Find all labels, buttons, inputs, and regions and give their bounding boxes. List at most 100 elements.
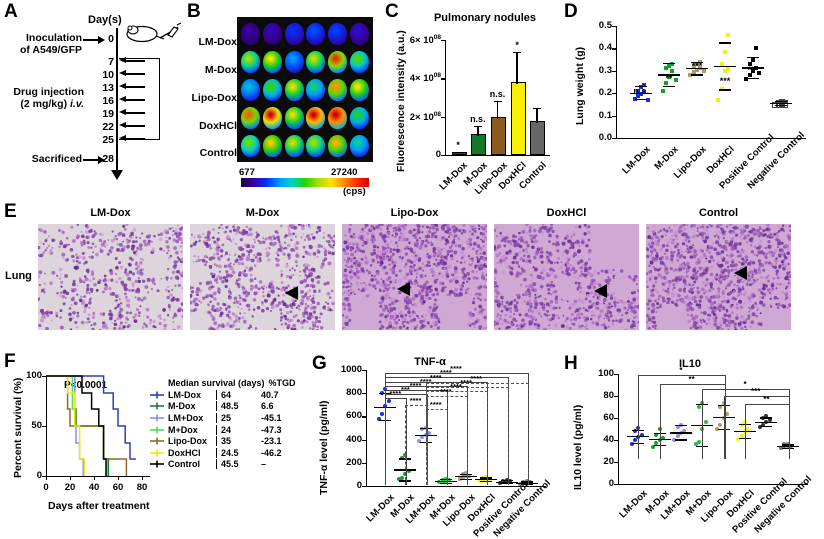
- inoculation-arrow-icon: [83, 36, 105, 44]
- panel-h-bracket-sig-2: *: [743, 380, 747, 390]
- panel-g-ytick-2: 400: [346, 433, 362, 445]
- panel-h-ytick-1: 20: [603, 456, 614, 467]
- panel-d-label: D: [564, 1, 578, 22]
- panel-d-point: [716, 97, 721, 102]
- timeline-axis: [116, 28, 118, 173]
- timeline-arrowhead-icon: [111, 170, 123, 180]
- panel-g-y-axis: [366, 370, 368, 486]
- panel-h-label: H: [564, 353, 578, 374]
- panel-e-header-2: Lipo-Dox: [390, 207, 439, 219]
- panel-h-bracket-sig-4: **: [763, 394, 770, 404]
- legend-median-3: 24: [216, 424, 255, 435]
- panel-h-point: [633, 438, 638, 442]
- panel-d-point: [726, 66, 731, 71]
- panel-d-sig-3: ***: [719, 76, 731, 87]
- legend-header-median: Median survival (days): [168, 378, 265, 388]
- panel-c-bar-0: [451, 151, 467, 155]
- panel-h-point: [636, 425, 641, 430]
- panel-d-point: [667, 75, 672, 80]
- panel-d-point: [698, 65, 703, 70]
- panel-h-plot-area: 0 20 40 60 80 100 * ** * *** **: [598, 366, 808, 489]
- legend-tgd-3: -47.3: [261, 424, 282, 435]
- panel-g-bracket-sig-6: ****: [389, 388, 402, 398]
- panel-g-point: [396, 477, 401, 482]
- panel-e-arrowhead-2: [397, 282, 410, 296]
- panel-c-bar-2: [491, 116, 506, 155]
- panel-c-bar-3: [510, 82, 526, 155]
- panel-h-point: [703, 420, 708, 425]
- panel-d-mean-3: [713, 65, 736, 68]
- panel-g-point: [400, 455, 405, 460]
- panel-c-pulmonary-nodules-chart: C Pulmonary nodules Fluorescence intensi…: [385, 0, 560, 200]
- panel-h-mean-7: [776, 446, 799, 448]
- panel-d-mean-1: [658, 74, 681, 76]
- panel-g-bracket-6: [385, 397, 408, 485]
- legend-tgd-4: -23.1: [261, 436, 282, 447]
- day-header: Day(s): [88, 14, 122, 26]
- panel-h-title: IL10: [678, 358, 701, 370]
- panel-d-point: [747, 72, 752, 77]
- panel-f-ytick-50: 50: [31, 420, 42, 431]
- panel-h-point: [632, 429, 637, 434]
- panel-d-point: [701, 68, 706, 73]
- panel-e-header-1: M-Dox: [245, 207, 280, 219]
- day-28: 28: [102, 153, 114, 165]
- panel-h-point: [696, 405, 701, 409]
- panel-c-sig-1: n.s.: [470, 114, 486, 125]
- panel-g-point: [467, 473, 472, 478]
- panel-d-point: [722, 50, 727, 55]
- panel-h-point: [672, 438, 677, 442]
- colorbar-max-value: 27240: [331, 167, 358, 178]
- panel-f-xlabel: Days after treatment: [48, 500, 150, 512]
- panel-g-mean-7: [515, 482, 538, 484]
- panel-d-point: [642, 82, 647, 87]
- panel-g-point: [376, 417, 381, 422]
- panel-h-point: [736, 436, 741, 441]
- panel-f-xtick-60: 60: [112, 482, 124, 493]
- day-13: 13: [102, 82, 114, 94]
- legend-swatch-0: [150, 391, 164, 399]
- inoculation-label: Inoculation of A549/GFP: [19, 32, 82, 56]
- panel-d-sig-4: ***: [747, 64, 759, 75]
- panel-d-point: [750, 68, 755, 73]
- panel-d-point: [660, 89, 665, 94]
- panel-h-ytick-5: 100: [598, 368, 614, 379]
- panel-f-survival-curve: F P<0.0001 Percent survival (%) Days aft…: [0, 350, 310, 536]
- panel-h-il10-chart: H IL10 IL10 level (pg/ml) 0 20 40 60 80 100 * *…: [560, 350, 824, 536]
- panel-e-image-4: [646, 224, 791, 330]
- panel-h-point: [657, 427, 662, 431]
- panel-e-arrowhead-3: [594, 284, 607, 298]
- panel-f-curves: [46, 375, 136, 476]
- panel-g-label: G: [312, 353, 327, 374]
- panel-d-point: [688, 72, 693, 77]
- panel-e-image-3: [494, 224, 639, 330]
- panel-d-point: [642, 90, 647, 95]
- colorbar-min-value: 677: [239, 167, 255, 178]
- panel-e-histology: E Lung LM-Dox M-Dox Lipo-Dox DoxHCl Control: [0, 200, 824, 350]
- panel-d-point: [667, 63, 672, 68]
- panel-c-ytick-2: 2× 1008: [409, 110, 441, 123]
- panel-g-point: [403, 453, 408, 458]
- panel-d-x-axis: [616, 138, 806, 140]
- legend-name-0: LM-Dox: [168, 389, 201, 400]
- panel-d-ytick-3: 0.3: [598, 64, 612, 76]
- panel-h-ytick-0: 0: [608, 478, 614, 489]
- panel-g-point: [447, 478, 452, 483]
- day-7: 7: [108, 56, 114, 68]
- injection-arrow-19: [119, 109, 145, 116]
- panel-g-ytick-0: 0: [356, 480, 362, 491]
- panel-g-point: [460, 475, 465, 480]
- panel-g-bracket-sig-8: ****: [429, 400, 442, 410]
- injection-arrow-7: [119, 57, 145, 64]
- legend-median-5: 24.5: [216, 447, 255, 458]
- panel-d-point: [719, 86, 724, 91]
- injection-arrow-22: [119, 122, 145, 129]
- panel-e-image-0: [38, 224, 183, 330]
- panelb-row-control: Control: [199, 147, 237, 159]
- panel-h-point: [693, 442, 698, 447]
- panel-d-point: [632, 96, 637, 101]
- sacrificed-label: Sacrificed: [31, 153, 82, 165]
- injection-arrow-10: [119, 70, 145, 77]
- panel-h-point: [779, 445, 784, 450]
- legend-swatch-6: [150, 460, 164, 468]
